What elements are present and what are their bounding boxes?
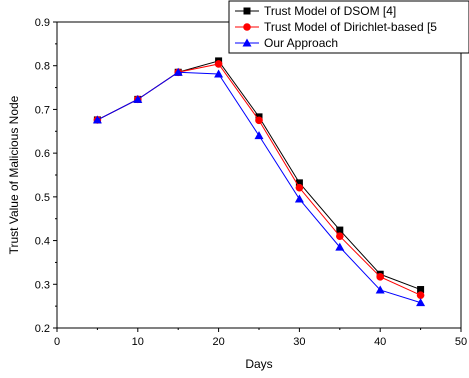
legend-marker: [243, 23, 251, 31]
data-point: [173, 67, 183, 76]
x-tick-label: 10: [132, 336, 144, 348]
legend-label: Our Approach: [264, 36, 338, 50]
x-tick-label: 30: [293, 336, 305, 348]
y-axis-title: Trust Value of Malicious Node: [7, 95, 21, 254]
x-axis-title: Days: [245, 357, 272, 371]
data-point: [295, 179, 303, 187]
y-tick-label: 0.3: [35, 279, 50, 291]
data-point: [133, 94, 143, 103]
data-point: [416, 291, 425, 300]
data-point: [254, 131, 264, 140]
data-point: [416, 298, 426, 307]
series-line: [97, 60, 421, 290]
data-point: [255, 116, 263, 125]
x-tick-label: 0: [54, 336, 60, 348]
x-tick-label: 40: [374, 336, 386, 348]
legend-label: Trust Model of Dirichlet-based [5: [264, 20, 437, 34]
y-tick-label: 0.8: [35, 61, 50, 73]
x-tick-label: 50: [455, 336, 467, 348]
series-3: [92, 67, 426, 307]
series-line: [97, 63, 421, 296]
legend-item: Trust Model of Dirichlet-based [5: [235, 20, 437, 34]
y-tick-label: 0.5: [35, 192, 50, 204]
series-layer: [92, 57, 426, 307]
data-point: [336, 232, 344, 240]
y-tick-label: 0.9: [35, 17, 50, 29]
legend-item: Our Approach: [235, 36, 338, 50]
y-tick-label: 0.2: [35, 323, 50, 335]
data-point: [376, 273, 385, 281]
y-tick-label: 0.4: [35, 236, 50, 248]
data-point: [92, 115, 102, 124]
data-point: [214, 60, 223, 68]
axes: 0 10 20 30 40 50 0.2 0.3 0.4 0.5 0.6 0.7 0.8 0.9 Days T…: [7, 17, 467, 371]
data-point: [214, 69, 224, 78]
legend-box: [228, 0, 469, 54]
series-1: [93, 57, 425, 294]
data-point: [294, 194, 304, 203]
legend: Trust Model of DSOM [4] Trust Model of Di…: [228, 0, 469, 54]
data-point: [336, 226, 344, 234]
x-tick-label: 20: [212, 336, 224, 348]
y-tick-label: 0.6: [35, 148, 50, 160]
data-point: [417, 286, 425, 294]
legend-item: Trust Model of DSOM [4]: [235, 4, 396, 18]
legend-marker: [242, 38, 252, 47]
data-point: [335, 242, 345, 251]
data-point: [375, 285, 385, 294]
legend-label: Trust Model of DSOM [4]: [264, 4, 396, 18]
data-point: [295, 183, 304, 192]
y-tick-label: 0.7: [35, 104, 50, 116]
legend-marker: [243, 7, 251, 15]
